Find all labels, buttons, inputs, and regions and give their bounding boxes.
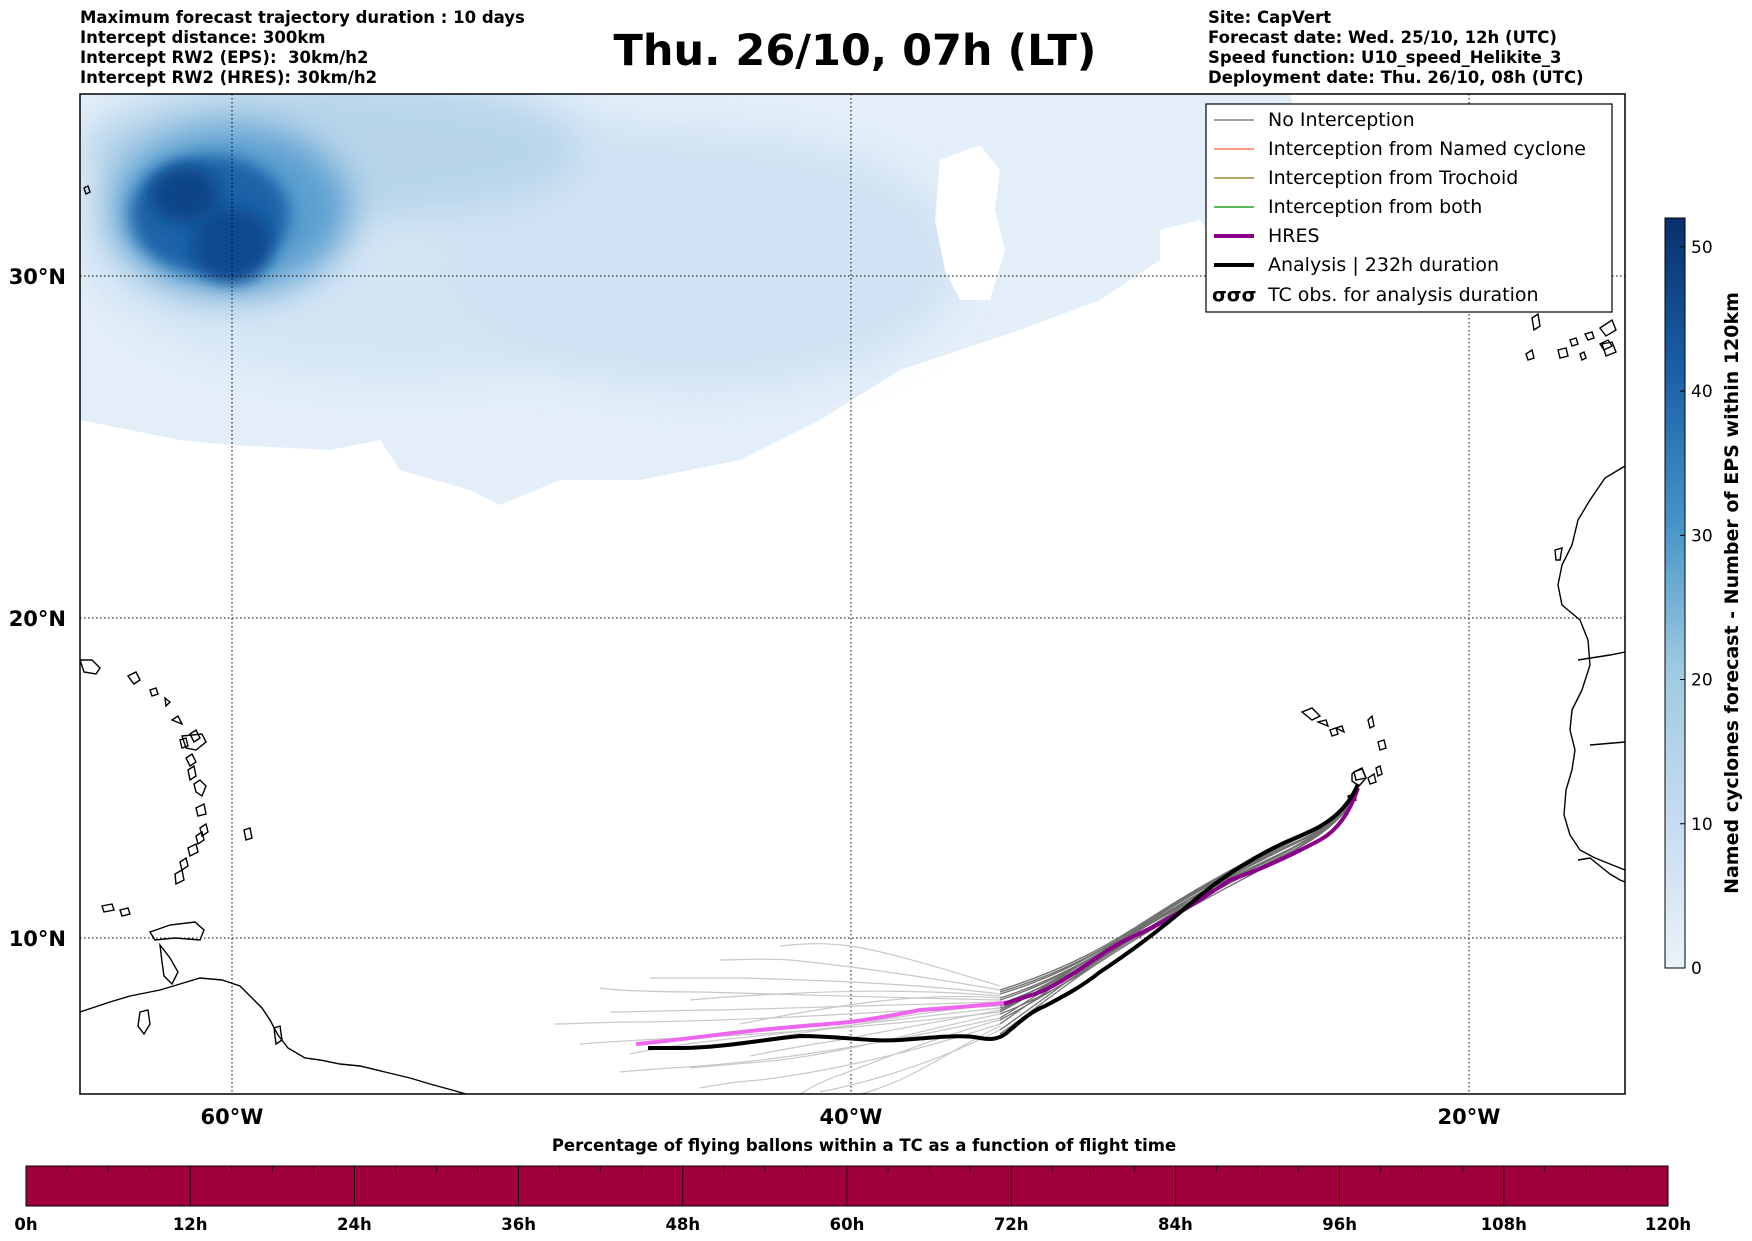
- timebar-tick-label: 24h: [337, 1215, 372, 1234]
- map-area: [80, 94, 1625, 1094]
- hres-trajectory-early: [635, 1000, 1011, 1046]
- colorbar-gradient: [1664, 217, 1686, 969]
- legend-box: [1205, 103, 1613, 313]
- header-line-deployment-date: Deployment date: Thu. 26/10, 08h (UTC): [1208, 68, 1584, 87]
- lat-tick-labels: 30°N 20°N 10°N: [9, 265, 66, 951]
- colorbar-label: Named cyclones forecast - Number of EPS …: [1721, 292, 1743, 894]
- timebar-title: Percentage of flying ballons within a TC…: [552, 1136, 1176, 1155]
- header-line-site: Site: CapVert: [1208, 8, 1332, 27]
- timebar-tick-label: 96h: [1322, 1215, 1357, 1234]
- lat-tick-20n: 20°N: [9, 607, 66, 631]
- trajectory-ensemble-light: [554, 943, 1001, 1094]
- header-line-speed-function: Speed function: U10_speed_Helikite_3: [1208, 48, 1562, 67]
- page-title: Thu. 26/10, 07h (LT): [613, 26, 1097, 76]
- analysis-trajectory: [648, 783, 1360, 1050]
- lat-tick-30n: 30°N: [9, 265, 66, 289]
- map-frame: [79, 93, 1626, 1095]
- lat-tick-10n: 10°N: [9, 927, 66, 951]
- colorbar-tick-label: 30: [1691, 526, 1713, 546]
- legend-label-tc-obs: TC obs. for analysis duration: [1267, 284, 1539, 306]
- lon-tick-40w: 40°W: [820, 1105, 883, 1129]
- header-info-left: Maximum forecast trajectory duration : 1…: [80, 8, 525, 88]
- timebar-tick-label: 36h: [501, 1215, 536, 1234]
- timebar-ticks: 0h 12h 24h 36h 48h 60h 72h 84h 96h 108h 120h: [14, 1166, 1691, 1234]
- legend: No Interception Interception from Named …: [1205, 103, 1613, 313]
- header-info-right: Site: CapVert Forecast date: Wed. 25/10,…: [1208, 8, 1584, 88]
- timebar-tick-label: 12h: [173, 1215, 208, 1234]
- colorbar-tick-label: 40: [1691, 382, 1713, 402]
- colorbar-tick-label: 50: [1691, 238, 1713, 258]
- header-line-rw2-eps: Intercept RW2 (EPS): 30km/h2: [80, 48, 369, 67]
- flight-time-bar: Percentage of flying ballons within a TC…: [14, 1136, 1691, 1234]
- lon-tick-60w: 60°W: [201, 1105, 264, 1129]
- colorbar-ticks: 0 10 20 30 40 50: [1680, 238, 1713, 979]
- colorbar-tick-label: 20: [1691, 671, 1713, 691]
- colorbar-tick-label: 10: [1691, 815, 1713, 835]
- colorbar-tick-label: 0: [1691, 959, 1702, 979]
- header-line-duration: Maximum forecast trajectory duration : 1…: [80, 8, 525, 27]
- graticule: [80, 94, 1625, 1094]
- legend-swatch-tc-obs-symbol: σσσ: [1212, 284, 1256, 306]
- header-line-rw2-hres: Intercept RW2 (HRES): 30km/h2: [80, 68, 378, 87]
- header-line-distance: Intercept distance: 300km: [80, 28, 326, 47]
- lon-tick-labels: 60°W 40°W 20°W: [201, 1105, 1501, 1129]
- lon-tick-20w: 20°W: [1438, 1105, 1501, 1129]
- timebar-tick-label: 84h: [1158, 1215, 1193, 1234]
- legend-label-trochoid: Interception from Trochoid: [1268, 167, 1518, 189]
- timebar-tick-label: 60h: [830, 1215, 865, 1234]
- coastlines: [80, 185, 1625, 1094]
- timebar-tick-label: 72h: [994, 1215, 1029, 1234]
- density-colorbar: 0 10 20 30 40 50 Named cyclones forecast - Nu…: [1664, 217, 1743, 979]
- legend-label-named-cyclone: Interception from Named cyclone: [1268, 138, 1586, 160]
- legend-label-analysis: Analysis | 232h duration: [1268, 254, 1499, 276]
- legend-label-no-interception: No Interception: [1268, 109, 1415, 131]
- timebar-tick-label: 108h: [1481, 1215, 1527, 1234]
- header-line-forecast-date: Forecast date: Wed. 25/10, 12h (UTC): [1208, 28, 1557, 47]
- timebar-tick-label: 0h: [14, 1215, 37, 1234]
- legend-label-hres: HRES: [1268, 225, 1320, 247]
- legend-label-both: Interception from both: [1268, 196, 1482, 218]
- timebar-tick-label: 48h: [665, 1215, 700, 1234]
- cyclone-density-field: [80, 94, 1300, 505]
- timebar-tick-label: 120h: [1645, 1215, 1691, 1234]
